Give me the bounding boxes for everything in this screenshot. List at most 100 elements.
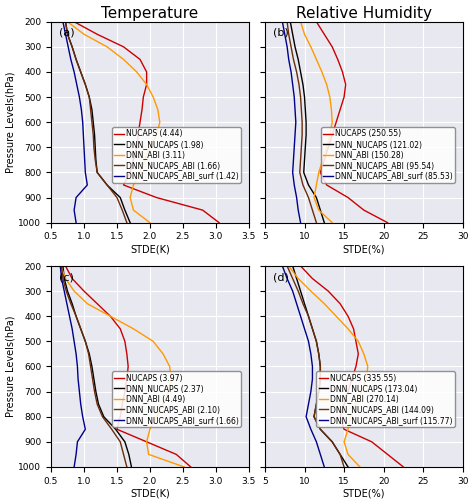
DNN_NUCAPS (1.98) <box>93 157 99 163</box>
DNN_NUCAPS_ABI (2.10) <box>100 414 105 420</box>
DNN_ABI (270.14) <box>345 426 351 432</box>
Line: NUCAPS (4.44): NUCAPS (4.44) <box>74 22 219 223</box>
DNN_NUCAPS_ABI_surf (115.77) <box>306 401 311 407</box>
Line: DNN_NUCAPS (173.04): DNN_NUCAPS (173.04) <box>292 266 348 467</box>
DNN_NUCAPS (2.37) <box>126 452 132 458</box>
DNN_NUCAPS_ABI (1.66) <box>92 157 98 163</box>
DNN_NUCAPS_ABI (2.10) <box>121 452 127 458</box>
DNN_NUCAPS_ABI_surf (1.66) <box>64 301 70 307</box>
DNN_NUCAPS_ABI_surf (85.53) <box>282 31 288 37</box>
NUCAPS (250.55) <box>324 182 329 188</box>
DNN_NUCAPS_ABI (1.66) <box>78 69 83 75</box>
Line: DNN_NUCAPS_ABI (1.66): DNN_NUCAPS_ABI (1.66) <box>65 22 127 223</box>
DNN_ABI (3.11) <box>137 169 143 175</box>
DNN_ABI (3.11) <box>131 207 137 213</box>
DNN_NUCAPS (173.04) <box>290 263 295 269</box>
DNN_ABI (3.11) <box>142 157 147 163</box>
NUCAPS (250.55) <box>335 56 341 62</box>
DNN_NUCAPS_ABI_surf (1.42) <box>68 56 73 62</box>
DNN_NUCAPS (121.02) <box>303 132 309 138</box>
DNN_ABI (150.28) <box>301 31 307 37</box>
NUCAPS (250.55) <box>337 107 343 113</box>
DNN_NUCAPS_ABI (2.10) <box>78 326 83 332</box>
DNN_NUCAPS_ABI (2.10) <box>88 363 93 369</box>
NUCAPS (335.55) <box>345 389 351 395</box>
DNN_NUCAPS_ABI (1.66) <box>63 19 68 25</box>
NUCAPS (4.44) <box>128 169 133 175</box>
DNN_NUCAPS (173.04) <box>298 288 303 294</box>
DNN_ABI (270.14) <box>364 376 369 382</box>
DNN_NUCAPS_ABI_surf (85.53) <box>292 182 297 188</box>
DNN_NUCAPS_ABI_surf (1.42) <box>81 132 86 138</box>
DNN_NUCAPS_ABI (95.54) <box>299 119 305 125</box>
DNN_ABI (4.49) <box>165 389 171 395</box>
DNN_NUCAPS_ABI_surf (1.42) <box>73 195 79 201</box>
Line: NUCAPS (250.55): NUCAPS (250.55) <box>316 22 388 223</box>
NUCAPS (335.55) <box>337 301 343 307</box>
NUCAPS (250.55) <box>345 195 351 201</box>
DNN_NUCAPS_ABI (144.09) <box>290 276 295 282</box>
DNN_NUCAPS_ABI (2.10) <box>60 276 66 282</box>
DNN_NUCAPS (2.37) <box>64 288 70 294</box>
Line: NUCAPS (335.55): NUCAPS (335.55) <box>301 266 403 467</box>
DNN_NUCAPS_ABI (2.10) <box>73 313 79 319</box>
DNN_NUCAPS (121.02) <box>302 144 308 150</box>
DNN_ABI (150.28) <box>324 82 329 88</box>
DNN_NUCAPS_ABI_surf (1.66) <box>57 263 63 269</box>
DNN_ABI (4.49) <box>168 376 174 382</box>
DNN_ABI (3.11) <box>104 44 110 50</box>
NUCAPS (335.55) <box>385 452 391 458</box>
DNN_NUCAPS (121.02) <box>287 19 293 25</box>
DNN_NUCAPS (1.98) <box>78 69 83 75</box>
NUCAPS (335.55) <box>310 276 315 282</box>
NUCAPS (3.97) <box>94 301 100 307</box>
DNN_NUCAPS_ABI_surf (1.66) <box>78 401 83 407</box>
DNN_NUCAPS (121.02) <box>292 44 298 50</box>
DNN_NUCAPS_ABI_surf (115.77) <box>308 389 314 395</box>
Legend: NUCAPS (335.55), DNN_NUCAPS (173.04), DNN_ABI (270.14), DNN_NUCAPS_ABI (144.09),: NUCAPS (335.55), DNN_NUCAPS (173.04), DN… <box>316 371 455 427</box>
DNN_NUCAPS_ABI (95.54) <box>298 157 303 163</box>
DNN_NUCAPS_ABI (2.10) <box>82 338 88 344</box>
DNN_NUCAPS_ABI_surf (1.66) <box>71 464 77 470</box>
NUCAPS (3.97) <box>144 439 149 445</box>
DNN_NUCAPS_ABI (1.66) <box>104 182 110 188</box>
NUCAPS (3.97) <box>108 313 113 319</box>
DNN_NUCAPS (173.04) <box>316 351 321 357</box>
DNN_ABI (4.49) <box>84 301 90 307</box>
Title: Temperature: Temperature <box>101 6 199 21</box>
DNN_ABI (4.49) <box>58 263 64 269</box>
DNN_NUCAPS (1.98) <box>89 107 95 113</box>
NUCAPS (4.44) <box>140 94 146 100</box>
NUCAPS (4.44) <box>121 182 127 188</box>
DNN_ABI (4.49) <box>146 452 151 458</box>
DNN_NUCAPS_ABI_surf (1.66) <box>73 351 79 357</box>
DNN_NUCAPS (1.98) <box>94 169 100 175</box>
DNN_NUCAPS_ABI (2.10) <box>64 288 69 294</box>
DNN_NUCAPS_ABI (144.09) <box>316 389 321 395</box>
DNN_NUCAPS_ABI_surf (1.42) <box>79 107 84 113</box>
NUCAPS (335.55) <box>356 351 361 357</box>
DNN_NUCAPS_ABI_surf (1.66) <box>69 326 75 332</box>
DNN_NUCAPS_ABI (95.54) <box>291 56 296 62</box>
DNN_NUCAPS_ABI_surf (115.77) <box>308 351 314 357</box>
NUCAPS (4.44) <box>135 132 141 138</box>
Text: (c): (c) <box>59 272 74 282</box>
DNN_NUCAPS_ABI (144.09) <box>300 301 306 307</box>
DNN_ABI (270.14) <box>361 351 367 357</box>
DNN_NUCAPS_ABI_surf (1.42) <box>71 207 77 213</box>
Line: DNN_NUCAPS_ABI (2.10): DNN_NUCAPS_ABI (2.10) <box>62 266 127 467</box>
DNN_NUCAPS (2.37) <box>101 414 107 420</box>
DNN_ABI (3.11) <box>154 132 159 138</box>
DNN_NUCAPS_ABI (144.09) <box>341 464 347 470</box>
DNN_NUCAPS (173.04) <box>313 401 319 407</box>
DNN_NUCAPS_ABI_surf (1.66) <box>82 426 88 432</box>
DNN_NUCAPS_ABI_surf (1.42) <box>81 144 87 150</box>
DNN_NUCAPS (2.37) <box>69 301 75 307</box>
DNN_NUCAPS_ABI_surf (115.77) <box>290 288 295 294</box>
Y-axis label: Pressure Levels(hPa): Pressure Levels(hPa) <box>6 72 16 173</box>
NUCAPS (335.55) <box>341 426 347 432</box>
Y-axis label: Pressure Levels(hPa): Pressure Levels(hPa) <box>6 316 16 417</box>
DNN_NUCAPS_ABI_surf (1.42) <box>74 82 80 88</box>
DNN_ABI (4.49) <box>160 401 166 407</box>
NUCAPS (4.44) <box>139 107 145 113</box>
